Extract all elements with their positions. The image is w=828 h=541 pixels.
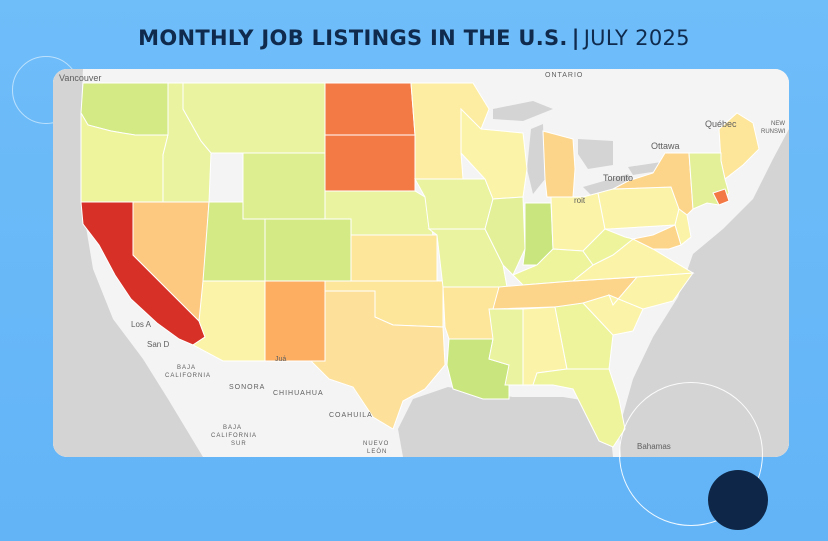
state-kansas[interactable] (350, 234, 438, 282)
label-quebec: Québec (705, 119, 737, 129)
state-michigan[interactable] (542, 130, 576, 198)
label-new-brunswick-1: NEW (771, 121, 785, 127)
state-new-mexico[interactable] (264, 280, 326, 362)
state-colorado[interactable] (264, 218, 352, 282)
label-chihuahua: CHIHUAHUA (273, 390, 324, 397)
state-new-jersey[interactable] (674, 208, 692, 246)
title-main: MONTHLY JOB LISTINGS IN THE U.S. (138, 26, 568, 50)
label-ottawa: Ottawa (651, 141, 680, 151)
state-montana[interactable] (182, 82, 326, 154)
gulf-of-mexico (398, 387, 613, 457)
label-new-brunswick-2: RUNSWI (761, 129, 786, 135)
label-los-angeles: Los A (131, 320, 152, 329)
state-wyoming[interactable] (242, 152, 326, 220)
state-north-dakota[interactable] (324, 82, 416, 136)
label-bcs-3: SUR (231, 441, 247, 447)
page-title: MONTHLY JOB LISTINGS IN THE U.S. | JULY 20… (0, 26, 828, 50)
label-baja-california-1: BAJA (177, 365, 196, 371)
state-south-carolina[interactable] (582, 294, 644, 336)
label-bcs-2: CALIFORNIA (211, 433, 257, 439)
state-rhode-island[interactable] (712, 188, 730, 206)
label-san-diego: San D (147, 340, 169, 349)
lake-huron (578, 139, 613, 169)
label-nuevo-leon-1: NUEVO (363, 441, 389, 447)
label-bcs-1: BAJA (223, 425, 242, 431)
label-detroit: roit (574, 196, 586, 205)
label-nuevo-leon-2: LEÓN (367, 448, 387, 455)
label-sonora: SONORA (229, 384, 265, 391)
lake-superior (493, 101, 553, 121)
state-georgia[interactable] (554, 302, 614, 370)
lake-michigan (527, 124, 545, 194)
label-ontario: ONTARIO (545, 72, 583, 79)
label-baja-california-2: CALIFORNIA (165, 373, 211, 379)
pacific-ocean (53, 69, 203, 457)
state-texas[interactable] (309, 290, 446, 430)
decorative-dot (708, 470, 768, 530)
label-juarez: Juá (275, 356, 286, 363)
label-coahuila: COAHUILA (329, 412, 373, 419)
title-date: JULY 2025 (583, 26, 690, 50)
state-florida[interactable] (532, 368, 626, 448)
state-maryland[interactable] (631, 224, 682, 250)
state-arizona[interactable] (192, 280, 266, 362)
decorative-ring-bottom-right (619, 382, 763, 526)
title-separator: | (571, 26, 580, 50)
choropleth-map[interactable]: Vancouver ONTARIO Québec NEW RUNSWI Otta… (53, 69, 789, 457)
state-pennsylvania[interactable] (597, 186, 680, 230)
state-south-dakota[interactable] (324, 134, 416, 192)
label-toronto: Toronto (603, 173, 633, 183)
states-layer (80, 82, 760, 448)
atlantic-ocean (619, 69, 789, 457)
map-svg: Vancouver ONTARIO Québec NEW RUNSWI Otta… (53, 69, 789, 457)
lake-erie (583, 174, 633, 197)
label-vancouver: Vancouver (59, 73, 101, 83)
